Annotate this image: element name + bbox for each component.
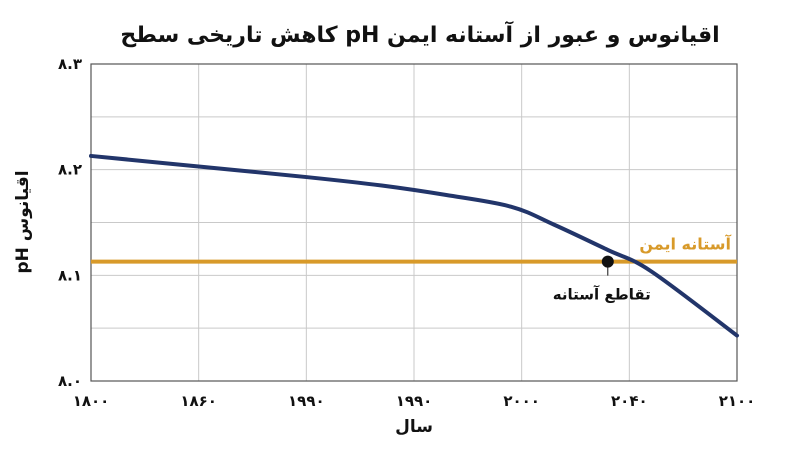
marker-layer: تقاطع آستانه (553, 255, 651, 304)
y-axis-label: pH اقیانوس (13, 170, 33, 273)
threshold-layer: آستانه ایمن (91, 234, 737, 264)
series-line (89, 153, 739, 338)
x-axis-label: سال (395, 417, 433, 437)
x-tick-label: ۱۸۰۰ (73, 392, 110, 410)
x-tick-label: ۲۰۰۰ (503, 392, 540, 410)
intersection-point (601, 255, 614, 268)
x-tick-label: ۲۰۴۰ (611, 392, 648, 410)
y-tick-label: ۸.۱ (58, 266, 82, 284)
intersection-label: تقاطع آستانه (553, 286, 651, 304)
y-tick-label: ۸.۲ (58, 161, 82, 179)
y-axis-ticks: ۸.۰ ۸.۱ ۸.۲ ۸.۳ (58, 55, 82, 390)
y-tick-label: ۸.۳ (58, 55, 82, 73)
x-tick-label: ۱۹۹۰ (396, 392, 433, 410)
plot-frame (90, 63, 738, 382)
y-tick-label: ۸.۰ (58, 372, 82, 390)
x-tick-label: ۱۹۹۰ (288, 392, 325, 410)
grid (90, 63, 738, 382)
threshold-label: آستانه ایمن (639, 234, 731, 254)
x-tick-label: ۲۱۰۰ (719, 392, 756, 410)
chart-title: کاهش تاریخی سطح pH اقیانوس و عبور از آست… (120, 20, 719, 48)
x-tick-label: ۱۸۶۰ (180, 392, 217, 410)
series-layer (89, 153, 739, 338)
x-axis-ticks: ۱۸۰۰ ۱۸۶۰ ۱۹۹۰ ۱۹۹۰ ۲۰۰۰ ۲۰۴۰ ۲۱۰۰ (73, 392, 756, 410)
